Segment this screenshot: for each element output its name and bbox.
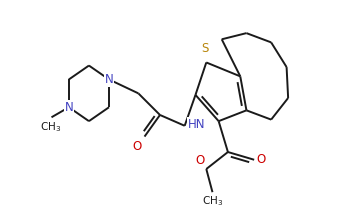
Text: N: N <box>65 101 73 114</box>
Text: N: N <box>105 73 114 86</box>
Text: O: O <box>196 155 205 167</box>
Text: O: O <box>257 153 266 166</box>
Text: S: S <box>201 42 208 55</box>
Text: CH$_3$: CH$_3$ <box>202 194 223 208</box>
Text: CH$_3$: CH$_3$ <box>40 120 61 134</box>
Text: HN: HN <box>188 118 205 131</box>
Text: O: O <box>132 140 141 153</box>
